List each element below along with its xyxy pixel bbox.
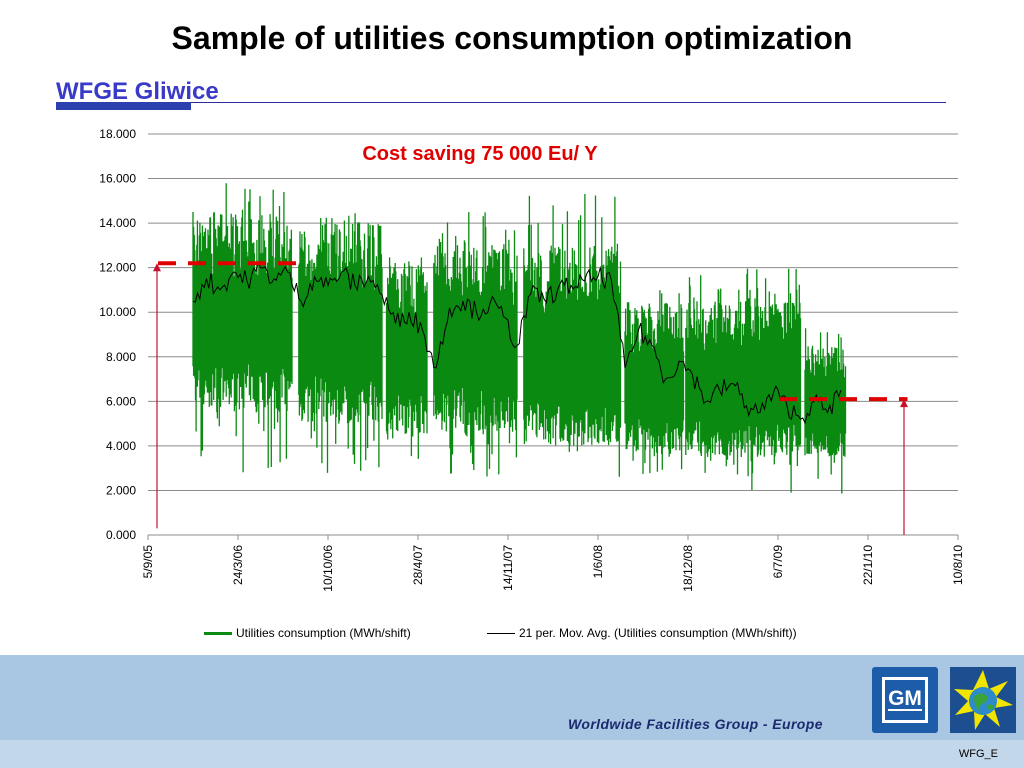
y-tick-label: 18.000 [99, 127, 136, 141]
cost-saving-annotation: Cost saving 75 000 Eu/ Y [362, 143, 598, 165]
legend-item-moving-average: 21 per. Mov. Avg. (Utilities consumption… [487, 626, 797, 640]
gm-logo: GM [872, 667, 938, 733]
legend-label-moving-average: 21 per. Mov. Avg. (Utilities consumption… [519, 626, 797, 640]
arrow-head [153, 263, 161, 272]
x-tick-label: 22/1/10 [861, 545, 875, 585]
legend-swatch-green [204, 631, 232, 635]
x-tick-label: 10/8/10 [951, 545, 965, 585]
x-tick-label: 18/12/08 [681, 545, 695, 592]
footer-lower-band [0, 740, 1024, 768]
slide-subtitle: WFGE Gliwice [56, 78, 219, 105]
y-tick-label: 2.000 [106, 483, 136, 497]
arrow-head [900, 399, 908, 408]
y-tick-label: 12.000 [99, 261, 136, 275]
legend-label-consumption: Utilities consumption (MWh/shift) [236, 626, 411, 640]
chart-legend: Utilities consumption (MWh/shift) 21 per… [0, 626, 1024, 644]
y-tick-label: 16.000 [99, 172, 136, 186]
x-axis-ticks: 5/9/05 24/3/06 10/10/06 28/4/07 14/11/07 1/6/… [141, 535, 965, 592]
globe-star-logo [950, 667, 1016, 733]
x-tick-label: 10/10/06 [321, 545, 335, 592]
y-tick-label: 14.000 [99, 216, 136, 230]
arrows [153, 263, 908, 535]
x-tick-label: 5/9/05 [141, 545, 155, 579]
y-axis-ticks: 0.000 2.000 4.000 6.000 8.000 10.000 12.000 14.… [99, 127, 136, 542]
x-tick-label: 24/3/06 [231, 545, 245, 585]
y-tick-label: 4.000 [106, 439, 136, 453]
slide-title: Sample of utilities consumption optimiza… [171, 20, 853, 56]
org-name: Worldwide Facilities Group - Europe [568, 716, 823, 732]
x-tick-label: 28/4/07 [411, 545, 425, 585]
footer-code: WFG_E [958, 748, 998, 760]
consumption-segment [192, 183, 293, 473]
legend-item-consumption: Utilities consumption (MWh/shift) [204, 626, 411, 640]
subtitle-underline [56, 102, 946, 103]
subtitle-accent-bar [56, 102, 191, 110]
x-tick-label: 14/11/07 [501, 545, 515, 591]
consumption-segment [523, 194, 622, 477]
y-tick-label: 0.000 [106, 528, 136, 542]
y-tick-label: 8.000 [106, 350, 136, 364]
y-tick-label: 6.000 [106, 394, 136, 408]
x-tick-label: 6/7/09 [771, 545, 785, 579]
consumption-segment [298, 213, 383, 473]
consumption-segment [804, 328, 847, 494]
legend-swatch-black [487, 632, 515, 634]
utilities-consumption-series [192, 183, 847, 494]
reference-levels [158, 261, 908, 402]
consumption-segment [433, 212, 518, 477]
consumption-segment [385, 257, 428, 459]
x-tick-label: 1/6/08 [591, 545, 605, 579]
y-tick-label: 10.000 [99, 305, 136, 319]
moving-average-line [192, 260, 842, 425]
moving-average-series [192, 260, 842, 425]
consumption-segment [685, 268, 802, 493]
consumption-chart: 0.000 2.000 4.000 6.000 8.000 10.000 12.000 14.… [99, 127, 965, 592]
gm-logo-text: GM [888, 687, 922, 711]
